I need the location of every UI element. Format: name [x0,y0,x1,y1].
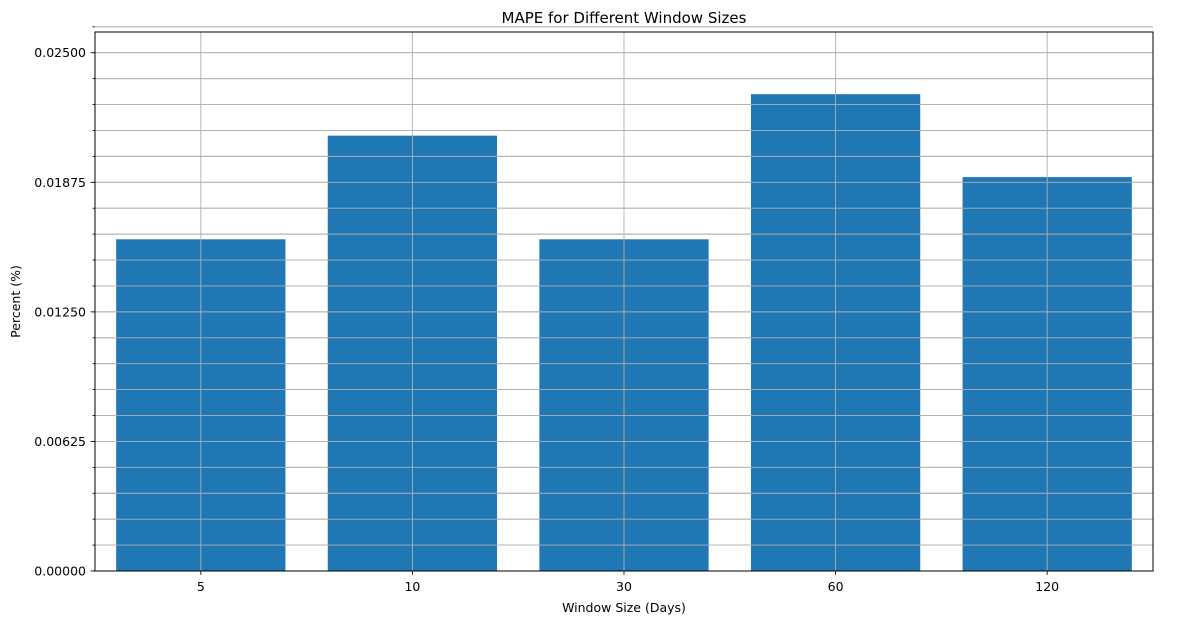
x-tick-label: 10 [404,579,420,594]
x-tick-label: 30 [616,579,632,594]
axis-ticks: 5 10 30 60 120 0.00000 0.00625 0.01250 0.01875 0.… [34,26,1059,594]
y-tick-label: 0.01250 [34,304,86,319]
y-tick-label: 0.01875 [34,175,86,190]
x-tick-label: 120 [1035,579,1059,594]
y-axis-label: Percent (%) [8,265,23,338]
x-tick-label: 60 [828,579,844,594]
x-axis-label: Window Size (Days) [562,600,686,615]
y-tick-label: 0.00625 [34,434,86,449]
chart-title: MAPE for Different Window Sizes [502,9,747,27]
x-tick-label: 5 [197,579,205,594]
y-tick-label: 0.02500 [34,45,86,60]
y-tick-label: 0.00000 [34,564,86,579]
